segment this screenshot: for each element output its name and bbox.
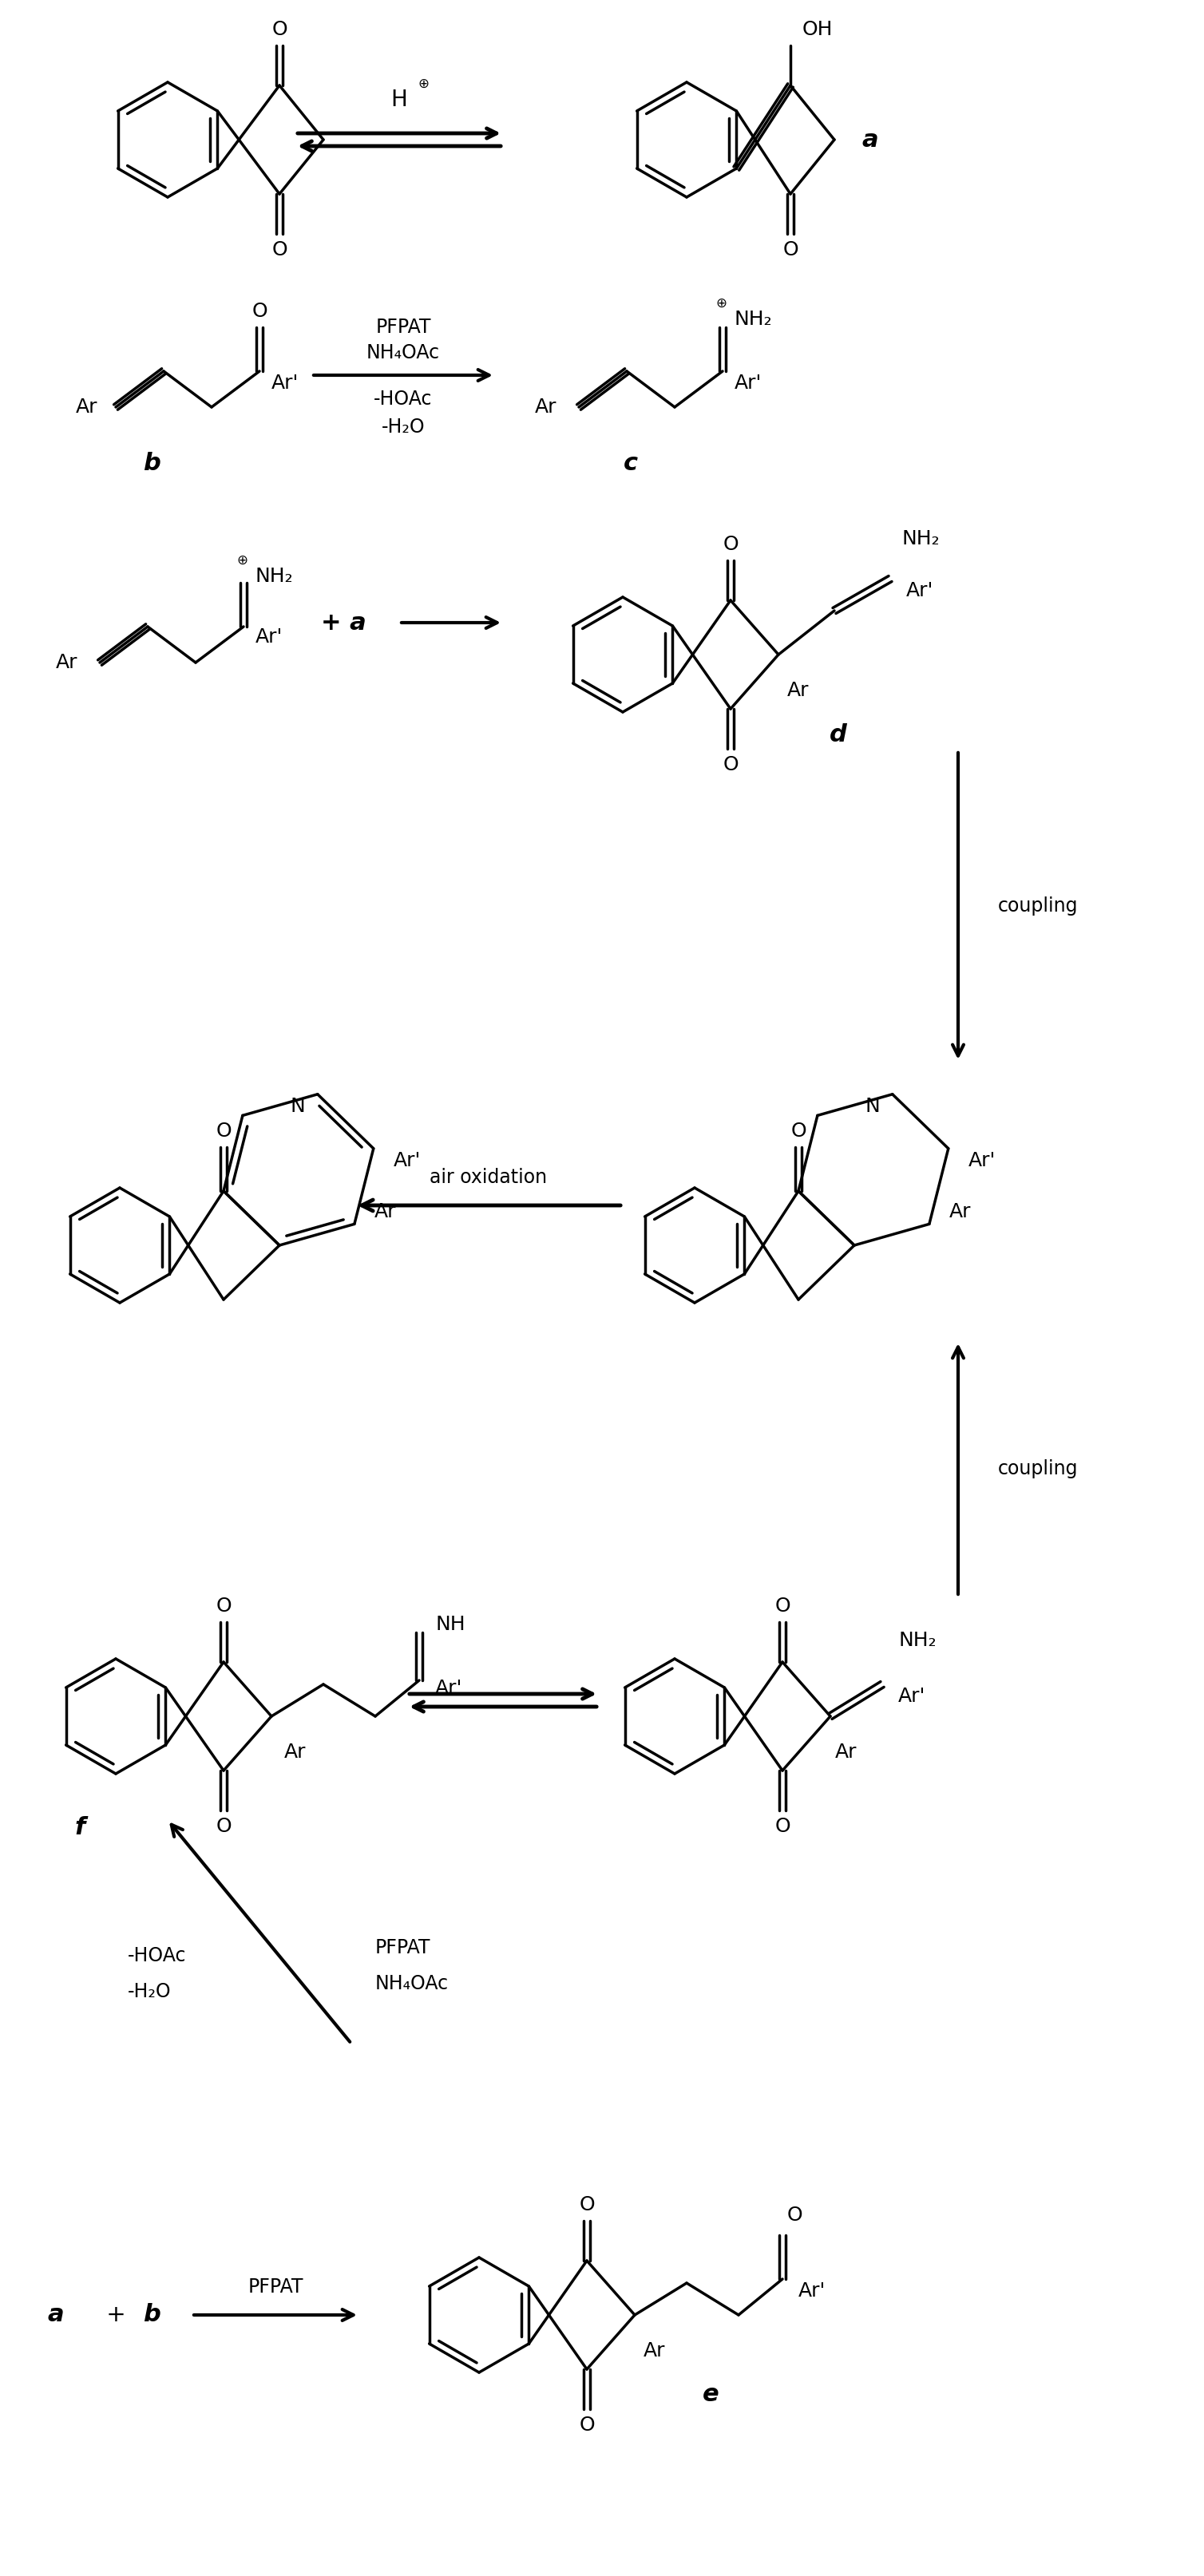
Text: d: d [830,724,848,747]
Text: Ar: Ar [836,1741,857,1762]
Text: NH₄OAc: NH₄OAc [366,343,439,363]
Text: b: b [143,451,160,474]
Text: Ar': Ar' [394,1151,421,1170]
Text: Ar: Ar [55,652,78,672]
Text: O: O [774,1816,790,1837]
Text: O: O [216,1597,231,1615]
Text: Ar': Ar' [968,1151,996,1170]
Text: PFPAT: PFPAT [376,1937,431,1958]
Text: ⊕: ⊕ [715,296,726,312]
Text: N: N [290,1097,305,1115]
Text: -H₂O: -H₂O [382,417,425,438]
Text: Ar: Ar [535,397,557,417]
Text: Ar: Ar [76,397,98,417]
Text: Ar': Ar' [734,374,762,392]
Text: air oxidation: air oxidation [430,1167,548,1188]
Text: coupling: coupling [998,896,1079,914]
Text: Ar: Ar [374,1203,396,1221]
Text: NH: NH [435,1615,465,1633]
Text: O: O [272,21,288,39]
Text: O: O [216,1816,231,1837]
Text: Ar': Ar' [898,1687,926,1705]
Text: O: O [722,536,738,554]
Text: O: O [791,1121,807,1141]
Text: NH₂: NH₂ [734,309,773,330]
Text: H: H [391,88,407,111]
Text: NH₂: NH₂ [255,567,294,585]
Text: O: O [722,755,738,775]
Text: + a: + a [320,611,366,634]
Text: O: O [579,2195,595,2215]
Text: Ar': Ar' [271,374,299,392]
Text: O: O [786,2205,802,2226]
Text: PFPAT: PFPAT [376,317,431,337]
Text: O: O [272,240,288,260]
Text: O: O [783,240,798,260]
Text: coupling: coupling [998,1458,1079,1479]
Text: +: + [99,2303,132,2326]
Text: -HOAc: -HOAc [374,389,432,410]
Text: N: N [864,1097,880,1115]
Text: -H₂O: -H₂O [128,1981,171,2002]
Text: f: f [75,1816,85,1839]
Text: NH₂: NH₂ [898,1631,937,1651]
Text: NH₂: NH₂ [902,528,940,549]
Text: O: O [216,1121,231,1141]
Text: Ar': Ar' [798,2282,826,2300]
Text: c: c [624,451,638,474]
Text: Ar: Ar [644,2342,666,2360]
Text: e: e [702,2383,719,2406]
Text: Ar': Ar' [255,629,283,647]
Text: Ar: Ar [284,1741,306,1762]
Text: a: a [48,2303,64,2326]
Text: b: b [143,2303,160,2326]
Text: Ar': Ar' [907,582,933,600]
Text: Ar': Ar' [435,1680,462,1698]
Text: O: O [579,2416,595,2434]
Text: Ar: Ar [949,1203,972,1221]
Text: ⊕: ⊕ [418,77,429,90]
Text: -HOAc: -HOAc [128,1947,187,1965]
Text: O: O [774,1597,790,1615]
Text: PFPAT: PFPAT [248,2277,303,2298]
Text: O: O [252,301,267,322]
Text: NH₄OAc: NH₄OAc [376,1973,449,1994]
Text: a: a [862,129,879,152]
Text: Ar: Ar [787,680,809,701]
Text: OH: OH [802,21,833,39]
Text: ⊕: ⊕ [236,554,248,567]
